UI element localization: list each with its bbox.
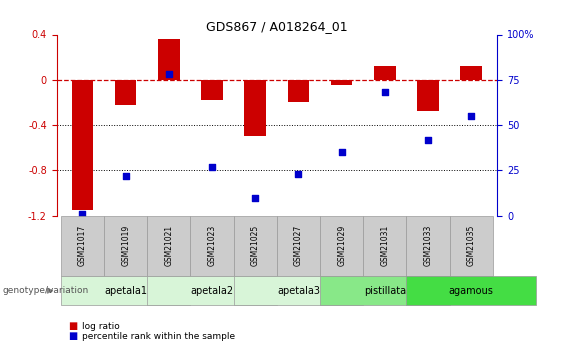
Text: percentile rank within the sample: percentile rank within the sample (82, 332, 235, 341)
Bar (147, 216, 190, 276)
Bar (450, 216, 493, 276)
Text: GSM21031: GSM21031 (380, 225, 389, 266)
Bar (374, 66, 396, 80)
Bar (104, 216, 147, 276)
Text: agamous: agamous (449, 286, 494, 296)
Bar (406, 216, 450, 276)
Bar (201, 80, 223, 100)
Text: GSM21017: GSM21017 (78, 225, 87, 266)
Point (467, 113, 476, 119)
Bar (406, 276, 536, 305)
Bar (320, 276, 450, 305)
Point (207, 164, 216, 169)
Bar (234, 276, 363, 305)
Text: GSM21025: GSM21025 (251, 225, 260, 266)
Bar (234, 216, 277, 276)
Bar (277, 216, 320, 276)
Bar (158, 39, 180, 80)
Text: log ratio: log ratio (82, 322, 120, 331)
Point (251, 195, 260, 200)
Bar (245, 80, 266, 136)
Bar (190, 216, 234, 276)
Title: GDS867 / A018264_01: GDS867 / A018264_01 (206, 20, 347, 33)
Text: GSM21019: GSM21019 (121, 225, 130, 266)
Text: pistillata: pistillata (364, 286, 406, 296)
Bar (418, 80, 439, 111)
Bar (288, 80, 309, 102)
Point (424, 137, 433, 142)
Point (121, 173, 130, 178)
Point (294, 171, 303, 177)
Bar (72, 80, 93, 210)
Text: ■: ■ (68, 332, 77, 341)
Bar (320, 216, 363, 276)
Text: GSM21033: GSM21033 (424, 225, 433, 266)
Text: ■: ■ (68, 321, 77, 331)
Bar (115, 80, 136, 105)
Text: apetala1: apetala1 (104, 286, 147, 296)
Point (337, 149, 346, 155)
Text: genotype/variation: genotype/variation (3, 286, 89, 295)
Point (78, 211, 87, 217)
Text: GSM21029: GSM21029 (337, 225, 346, 266)
Text: apetala2: apetala2 (190, 286, 233, 296)
Bar (61, 276, 190, 305)
Text: GSM21021: GSM21021 (164, 225, 173, 266)
Bar (460, 66, 482, 80)
Bar (147, 276, 277, 305)
Bar (331, 80, 353, 86)
Point (164, 71, 173, 77)
Text: GSM21023: GSM21023 (207, 225, 216, 266)
Point (380, 90, 389, 95)
Bar (61, 216, 104, 276)
Text: GSM21035: GSM21035 (467, 225, 476, 266)
Bar (363, 216, 406, 276)
Text: GSM21027: GSM21027 (294, 225, 303, 266)
Text: apetala3: apetala3 (277, 286, 320, 296)
